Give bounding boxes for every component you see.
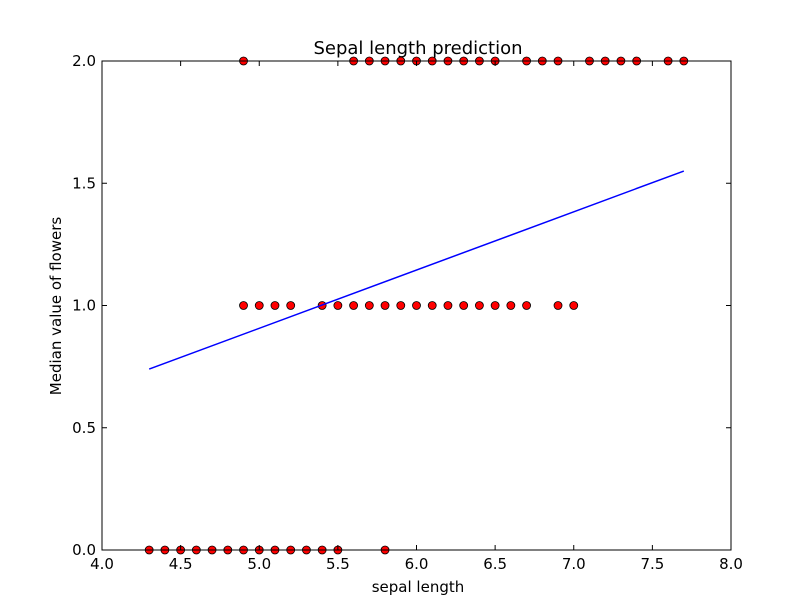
- data-point: [474, 301, 484, 310]
- data-point: [522, 301, 531, 310]
- y-axis-title: Median value of flowers: [47, 217, 65, 396]
- x-tick-label: 6.0: [405, 555, 429, 573]
- y-tick-label: 1.0: [72, 297, 96, 315]
- axis-ticks: 4.0 4.5 5.0 5.5 6.0 6.5 7.0 7.5 8.0 0.0 0.5 1.0 1.5 2…: [72, 52, 743, 573]
- x-tick-label: 4.0: [90, 555, 114, 573]
- y-tick-label: 2.0: [72, 52, 96, 70]
- data-point: [333, 301, 343, 310]
- data-point: [506, 301, 516, 310]
- data-point: [286, 301, 296, 310]
- data-point: [254, 301, 264, 310]
- y-tick-label: 0.5: [72, 419, 96, 437]
- data-point: [364, 301, 374, 310]
- data-point: [239, 301, 248, 310]
- data-point: [459, 301, 469, 310]
- y-tick-label: 0.0: [72, 541, 96, 559]
- data-point: [396, 301, 406, 310]
- data-point: [553, 301, 563, 310]
- data-point: [443, 301, 453, 310]
- regression-line: [148, 170, 685, 370]
- x-tick-label: 5.0: [247, 555, 271, 573]
- x-tick-label: 7.5: [640, 555, 664, 573]
- x-tick-label: 8.0: [719, 555, 743, 573]
- x-tick-label: 4.5: [169, 555, 193, 573]
- y-tick-label: 1.5: [72, 174, 96, 192]
- data-point: [412, 301, 421, 310]
- x-tick-label: 6.5: [483, 555, 507, 573]
- data-point: [349, 301, 359, 310]
- data-point: [380, 301, 390, 310]
- data-point: [270, 301, 280, 310]
- data-point: [427, 301, 437, 310]
- x-tick-label: 7.0: [562, 555, 586, 573]
- data-point: [569, 301, 579, 310]
- x-tick-label: 5.5: [326, 555, 350, 573]
- x-axis-title: sepal length: [372, 578, 465, 596]
- chart-title: Sepal length prediction: [313, 38, 522, 59]
- data-point: [490, 301, 500, 310]
